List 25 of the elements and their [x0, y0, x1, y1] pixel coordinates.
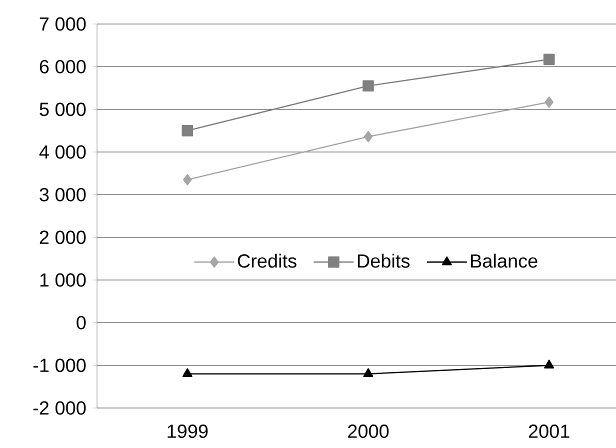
y-tick-label: 3 000: [40, 188, 86, 202]
y-tick-label: 6 000: [40, 60, 86, 74]
point: [183, 174, 192, 186]
x-tick-label: 2000: [348, 424, 389, 438]
y-tick-label: 0: [76, 316, 86, 330]
legend-label: Debits: [358, 254, 410, 268]
point: [182, 368, 192, 378]
y-tick-label: -2 000: [33, 401, 86, 415]
x-tick-label: 2001: [528, 424, 570, 438]
y-tick-label: 4 000: [39, 145, 86, 159]
legend-label: Balance: [471, 254, 538, 268]
point: [364, 130, 373, 142]
y-tick-label: 5 000: [40, 102, 86, 116]
point: [182, 125, 194, 136]
point: [363, 368, 374, 378]
point: [543, 54, 555, 66]
point: [362, 80, 374, 92]
point: [544, 96, 554, 108]
point: [544, 360, 554, 368]
legend-label: Credits: [238, 254, 296, 268]
y-tick-label: -1 000: [33, 358, 86, 372]
y-tick-label: 7 000: [40, 17, 86, 31]
y-tick-label: 1 000: [40, 273, 86, 287]
y-tick-label: 2 000: [40, 230, 86, 244]
x-tick-label: 1999: [168, 424, 208, 438]
